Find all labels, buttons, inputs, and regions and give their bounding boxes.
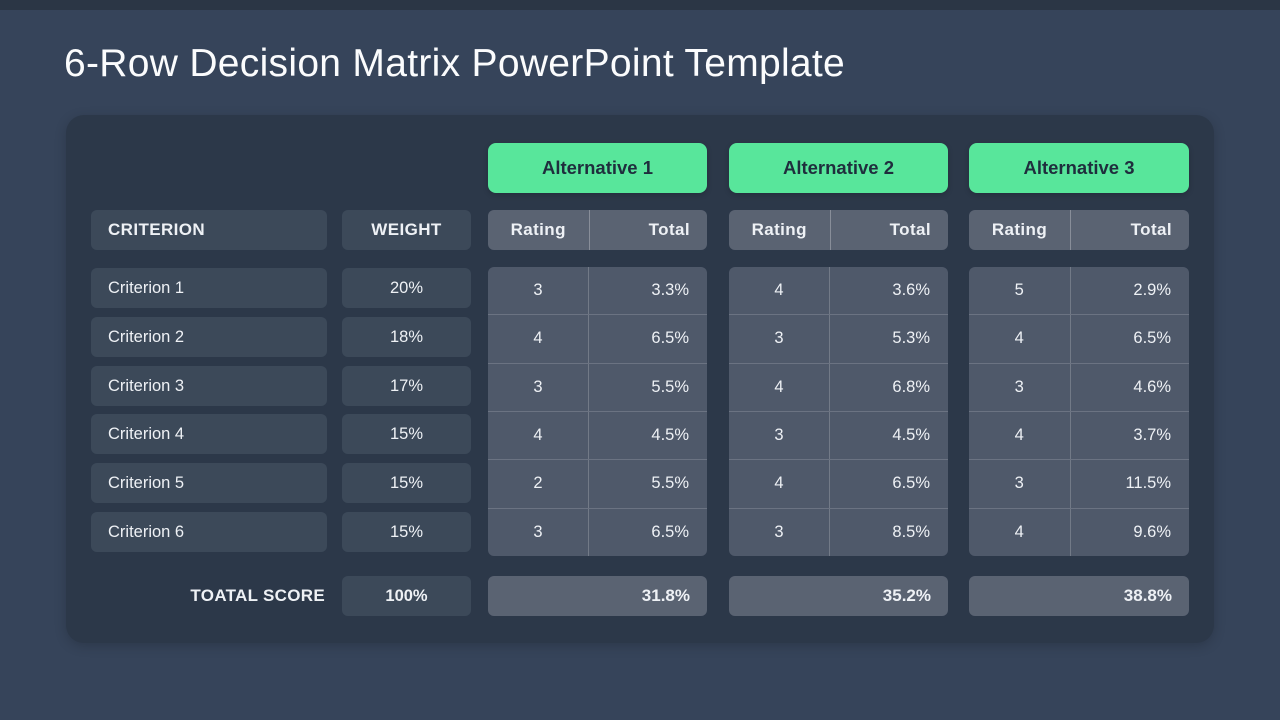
table-row: 3 4.6% — [969, 362, 1189, 411]
rating-cell: 3 — [969, 460, 1071, 508]
rating-cell: 4 — [969, 508, 1071, 556]
total-cell: 6.5% — [1133, 329, 1171, 348]
total-cell: 8.5% — [892, 522, 930, 541]
rating-cell: 4 — [488, 315, 589, 363]
alternative-3-header: Alternative 3 — [969, 143, 1189, 193]
criterion-row-label: Criterion 1 — [91, 268, 327, 308]
total-cell: 9.6% — [1133, 522, 1171, 541]
alt-3-total-score: 38.8% — [969, 576, 1189, 616]
table-row: 3 11.5% — [969, 459, 1189, 508]
table-row: 4 6.5% — [488, 314, 707, 363]
weight-cell: 15% — [342, 463, 471, 503]
alternative-1-header: Alternative 1 — [488, 143, 707, 193]
alt-2-total-score: 35.2% — [729, 576, 948, 616]
rating-cell: 4 — [729, 460, 830, 508]
rating-cell: 4 — [969, 315, 1071, 363]
table-row: 3 5.5% — [488, 362, 707, 411]
rating-cell: 4 — [488, 411, 589, 460]
rating-cell: 3 — [488, 267, 589, 315]
rating-cell: 5 — [969, 267, 1071, 315]
table-row: 3 6.5% — [488, 507, 707, 556]
total-column-header: Total — [648, 220, 690, 239]
rating-cell: 2 — [488, 460, 589, 508]
slide-title: 6-Row Decision Matrix PowerPoint Templat… — [64, 42, 846, 85]
table-row: 4 6.8% — [729, 362, 948, 411]
total-cell: 4.5% — [651, 426, 689, 445]
weight-cell: 18% — [342, 317, 471, 357]
total-cell: 4.6% — [1133, 377, 1171, 396]
total-cell: 4.5% — [892, 426, 930, 445]
table-row: 3 4.5% — [729, 410, 948, 460]
table-row: 4 4.5% — [488, 410, 707, 460]
rating-cell: 3 — [729, 315, 830, 363]
weight-cell: 15% — [342, 414, 471, 454]
table-row: 5 2.9% — [969, 267, 1189, 315]
total-cell: 6.5% — [892, 474, 930, 493]
alt-2-data-block: 4 3.6% 3 5.3% 4 6.8% 3 4.5% 4 6.5% 3 8.5… — [729, 267, 948, 556]
total-cell: 3.6% — [892, 281, 930, 300]
rating-column-header: Rating — [488, 210, 590, 250]
rating-cell: 3 — [488, 363, 589, 411]
criterion-row-label: Criterion 3 — [91, 366, 327, 406]
alt-3-data-block: 5 2.9% 4 6.5% 3 4.6% 4 3.7% 3 11.5% 4 9.… — [969, 267, 1189, 556]
table-row: 3 8.5% — [729, 507, 948, 556]
table-row: 3 5.3% — [729, 314, 948, 363]
rating-cell: 4 — [969, 411, 1071, 460]
rating-cell: 3 — [969, 363, 1071, 411]
top-accent-strip — [0, 0, 1280, 10]
total-score-label: TOATAL SCORE — [190, 586, 325, 605]
total-cell: 6.5% — [651, 329, 689, 348]
rating-cell: 3 — [729, 411, 830, 460]
total-cell: 5.3% — [892, 329, 930, 348]
table-row: 4 6.5% — [729, 459, 948, 508]
rating-cell: 4 — [729, 267, 830, 315]
alt-3-subheader: Rating Total — [969, 210, 1189, 250]
alternative-2-header: Alternative 2 — [729, 143, 948, 193]
rating-cell: 4 — [729, 363, 830, 411]
weight-column-header: WEIGHT — [342, 210, 471, 250]
total-column-header: Total — [889, 220, 931, 239]
rating-cell: 3 — [488, 508, 589, 556]
total-cell: 6.5% — [651, 522, 689, 541]
table-row: 3 3.3% — [488, 267, 707, 315]
criterion-row-label: Criterion 2 — [91, 317, 327, 357]
criterion-row-label: Criterion 6 — [91, 512, 327, 552]
criterion-row-label: Criterion 4 — [91, 414, 327, 454]
decision-matrix-panel: Alternative 1 Alternative 2 Alternative … — [66, 115, 1214, 643]
weight-cell: 17% — [342, 366, 471, 406]
criterion-row-label: Criterion 5 — [91, 463, 327, 503]
total-column-header: Total — [1130, 220, 1172, 239]
total-cell: 11.5% — [1125, 474, 1171, 493]
total-cell: 3.7% — [1133, 426, 1171, 445]
table-row: 4 9.6% — [969, 507, 1189, 556]
total-cell: 6.8% — [892, 377, 930, 396]
alt-1-data-block: 3 3.3% 4 6.5% 3 5.5% 4 4.5% 2 5.5% 3 6.5… — [488, 267, 707, 556]
total-cell: 5.5% — [651, 377, 689, 396]
total-weight-cell: 100% — [342, 576, 471, 616]
total-cell: 3.3% — [651, 281, 689, 300]
alt-1-subheader: Rating Total — [488, 210, 707, 250]
rating-column-header: Rating — [729, 210, 831, 250]
table-row: 4 6.5% — [969, 314, 1189, 363]
rating-cell: 3 — [729, 508, 830, 556]
alt-1-total-score: 31.8% — [488, 576, 707, 616]
weight-cell: 15% — [342, 512, 471, 552]
criterion-column-header: CRITERION — [91, 210, 327, 250]
table-row: 2 5.5% — [488, 459, 707, 508]
alt-2-subheader: Rating Total — [729, 210, 948, 250]
table-row: 4 3.7% — [969, 410, 1189, 460]
total-cell: 5.5% — [651, 474, 689, 493]
rating-column-header: Rating — [969, 210, 1071, 250]
total-cell: 2.9% — [1133, 281, 1171, 300]
table-row: 4 3.6% — [729, 267, 948, 315]
weight-cell: 20% — [342, 268, 471, 308]
